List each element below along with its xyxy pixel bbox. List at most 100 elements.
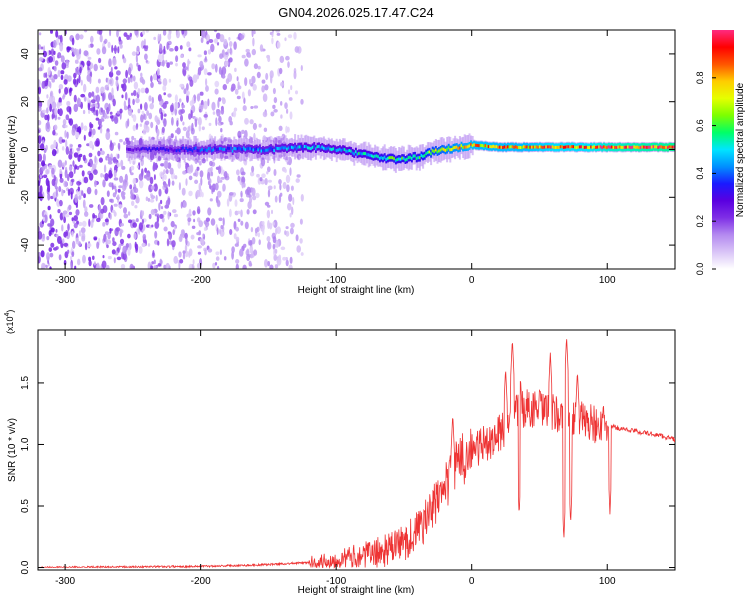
noise-dot — [173, 255, 178, 264]
noise-dot — [229, 208, 232, 218]
ridge-core — [494, 145, 497, 149]
noise-dot — [246, 209, 250, 215]
noise-dot — [190, 234, 195, 240]
noise-dot — [38, 32, 42, 36]
ridge-core — [598, 145, 601, 149]
noise-dot — [113, 169, 117, 178]
noise-dot — [244, 129, 248, 139]
noise-dot — [243, 182, 246, 188]
noise-dot — [198, 161, 202, 166]
noise-dot — [102, 222, 106, 227]
noise-dot — [122, 57, 127, 64]
noise-dot — [92, 255, 95, 260]
ridge-core — [286, 147, 289, 151]
noise-dot — [161, 53, 165, 61]
ridge-core — [558, 145, 561, 149]
ridge-core — [673, 145, 675, 149]
ridge-core — [508, 145, 511, 149]
ridge-core — [551, 145, 554, 149]
ridge-core — [396, 158, 399, 161]
ridge-core — [479, 143, 482, 147]
noise-dot — [288, 193, 293, 202]
noise-dot — [41, 160, 45, 167]
noise-dot — [141, 110, 145, 114]
noise-dot — [167, 93, 172, 98]
noise-dot — [157, 240, 160, 246]
noise-dot — [269, 264, 274, 269]
ridge-core — [394, 158, 397, 162]
noise-dot — [112, 98, 116, 107]
noise-dot — [201, 192, 204, 198]
noise-dot — [49, 266, 52, 269]
noise-dot — [261, 173, 266, 178]
noise-dot — [273, 97, 278, 104]
noise-dot — [180, 201, 183, 209]
noise-dot — [190, 109, 193, 119]
noise-dot — [244, 58, 249, 67]
noise-dot — [117, 46, 120, 54]
ridge-core — [300, 145, 303, 148]
ridge-core — [574, 145, 577, 149]
x-tick-label: -100 — [326, 576, 346, 587]
ridge-core — [618, 145, 621, 149]
noise-dot — [219, 152, 224, 160]
noise-dot — [64, 169, 68, 179]
noise-dot — [104, 84, 110, 91]
ridge-core — [530, 145, 533, 149]
noise-dot — [79, 48, 82, 55]
ridge-core — [407, 156, 410, 160]
noise-dot — [39, 185, 43, 194]
ridge-core — [601, 146, 604, 150]
ridge-core — [265, 148, 268, 152]
noise-dot — [88, 109, 91, 114]
noise-dot — [73, 94, 77, 103]
noise-dot — [239, 248, 244, 257]
noise-dot — [65, 231, 68, 237]
noise-dot — [242, 105, 247, 112]
ridge-core — [658, 145, 661, 149]
noise-dot — [87, 102, 91, 111]
ridge-core — [625, 145, 628, 149]
noise-dot — [156, 165, 159, 168]
noise-dot — [295, 90, 298, 95]
ridge-core — [521, 146, 524, 150]
noise-dot — [84, 30, 88, 33]
noise-dot — [194, 118, 198, 128]
noise-dot — [244, 117, 249, 125]
noise-dot — [233, 41, 237, 50]
noise-dot — [233, 233, 237, 240]
ridge-core — [553, 146, 556, 149]
noise-dot — [154, 230, 158, 239]
colorbar-gradient — [712, 30, 734, 269]
noise-dot — [249, 78, 252, 85]
noise-dot — [68, 171, 74, 179]
ridge-core — [223, 147, 226, 151]
noise-dot — [177, 161, 182, 169]
noise-dot — [163, 226, 168, 232]
x-tick-label: -100 — [326, 275, 346, 286]
noise-dot — [289, 111, 293, 120]
noise-dot — [82, 199, 86, 209]
noise-dot — [162, 78, 168, 87]
noise-dot — [153, 183, 158, 192]
noise-dot — [59, 43, 64, 52]
ridge-core — [428, 150, 431, 154]
noise-dot — [108, 169, 113, 179]
ridge-core — [404, 158, 407, 162]
ridge-core — [362, 152, 365, 155]
ridge-core — [546, 145, 549, 149]
ridge-core — [143, 147, 146, 151]
noise-dot — [272, 236, 277, 244]
noise-dot — [287, 89, 291, 95]
noise-dot — [70, 255, 73, 261]
noise-dot — [83, 50, 89, 57]
ridge-core — [599, 145, 602, 149]
noise-dot — [38, 153, 43, 162]
noise-dot — [47, 205, 51, 211]
noise-dot — [224, 60, 229, 67]
ridge-core — [210, 149, 213, 153]
noise-dot — [222, 217, 225, 227]
ridge-core — [174, 148, 177, 152]
noise-dot — [138, 162, 141, 171]
noise-dot — [86, 186, 92, 195]
